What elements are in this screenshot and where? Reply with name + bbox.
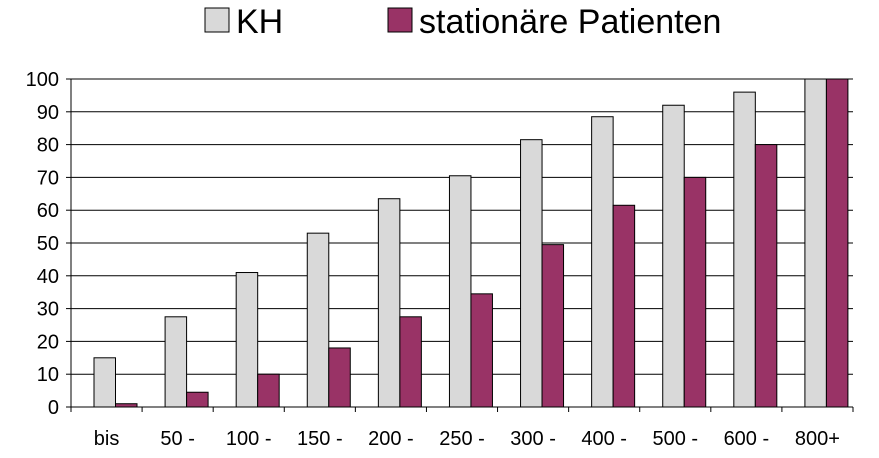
y-tick-label: 40: [37, 266, 59, 288]
bar-kh: [93, 357, 116, 408]
bar-stationaere-patienten: [257, 373, 280, 408]
x-tick-label: 300 -: [510, 428, 556, 450]
y-tick-label: 50: [37, 233, 59, 255]
bar-kh: [164, 316, 188, 408]
y-tick-label: 0: [48, 397, 59, 419]
axes: [66, 78, 854, 412]
bar-kh: [733, 91, 756, 408]
y-tick-label: 10: [37, 364, 59, 386]
x-tick-label: bis: [94, 428, 120, 450]
x-tick-label: 150 -: [297, 428, 343, 450]
bar-kh: [377, 198, 401, 408]
legend-label-stationaere-patienten: stationäre Patienten: [419, 3, 721, 41]
bar-kh: [662, 104, 685, 408]
bar-kh: [306, 232, 330, 408]
x-tick-label: 250 -: [439, 428, 485, 450]
x-tick-label: 200 -: [368, 428, 414, 450]
y-tick-label: 70: [37, 167, 59, 189]
bar-stationaere-patienten: [612, 204, 636, 408]
legend: KH stationäre Patienten: [204, 3, 721, 41]
y-tick-label: 90: [37, 102, 59, 124]
y-tick-label: 20: [37, 331, 59, 353]
bar-kh: [448, 175, 472, 408]
legend-label-kh: KH: [236, 3, 283, 41]
legend-swatch-kh: [204, 7, 230, 33]
bar-kh: [235, 272, 259, 408]
bar-stationaere-patienten: [541, 244, 565, 408]
x-tick-labels: bis 50 - 100 - 150 - 200 - 250 - 300 - 400 - 500…: [94, 428, 840, 450]
x-tick-label: 600 -: [724, 428, 770, 450]
bar-kh: [591, 116, 614, 408]
y-tick-label: 100: [26, 69, 59, 91]
y-tick-label: 30: [37, 299, 59, 321]
y-tick-labels: 0 10 20 30 40 50 60 70 80 90 100: [26, 69, 59, 419]
x-tick-label: 50 -: [160, 428, 194, 450]
bar-stationaere-patienten: [328, 347, 351, 408]
legend-swatch-stationaere-patienten: [387, 7, 413, 33]
bar-stationaere-patienten: [470, 293, 493, 408]
bar-stationaere-patienten: [754, 144, 778, 408]
x-tick-label: 500 -: [652, 428, 698, 450]
bar-kh: [520, 139, 543, 408]
x-tick-label: 800+: [795, 428, 840, 450]
bar-stationaere-patienten: [825, 78, 849, 408]
x-tick-label: 100 -: [226, 428, 272, 450]
bar-kh: [804, 78, 827, 408]
y-tick-label: 80: [37, 135, 59, 157]
bar-stationaere-patienten: [683, 176, 707, 408]
bar-stationaere-patienten: [399, 316, 422, 408]
y-tick-label: 60: [37, 200, 59, 222]
x-tick-label: 400 -: [581, 428, 627, 450]
bar-stationaere-patienten: [186, 391, 209, 408]
